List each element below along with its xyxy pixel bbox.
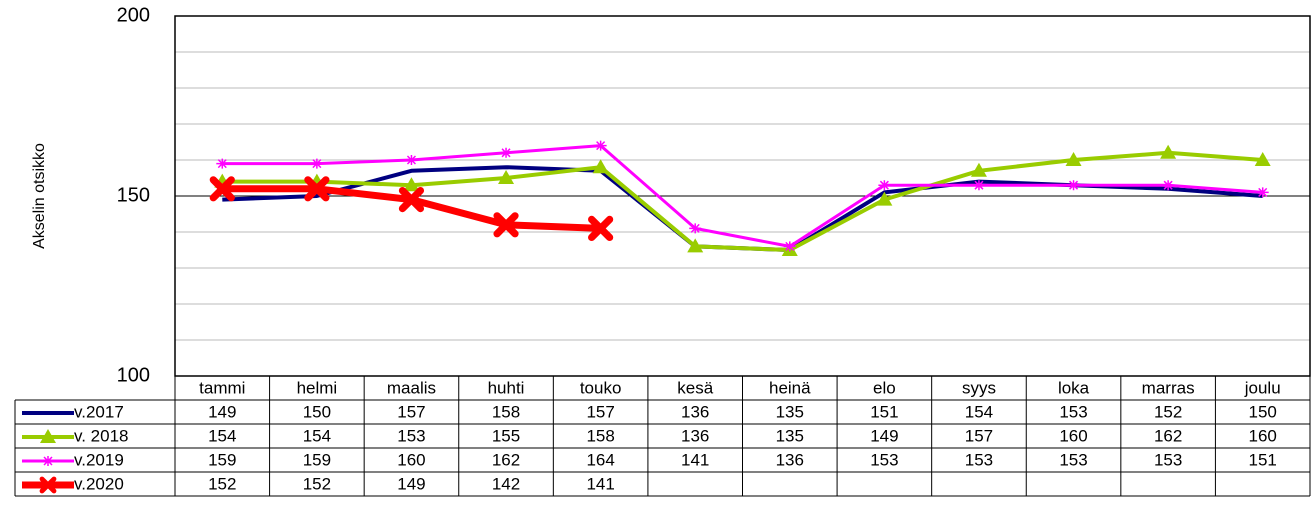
table-value: 160 (397, 450, 425, 469)
table-value: 150 (303, 402, 331, 421)
table-value: 142 (492, 474, 520, 493)
marker (970, 162, 987, 177)
marker (304, 176, 330, 202)
table-value: 141 (586, 474, 614, 493)
table-value: 153 (870, 450, 898, 469)
table-value: 149 (208, 402, 236, 421)
table-value: 153 (397, 426, 425, 445)
y-axis-label: Akselin otsikko (31, 143, 48, 249)
table-value: 150 (1249, 402, 1277, 421)
table-value: 135 (776, 426, 804, 445)
marker (592, 159, 609, 174)
marker (1256, 187, 1269, 198)
marker (493, 212, 519, 238)
marker (209, 176, 235, 202)
marker (876, 191, 893, 206)
x-tick-label: huhti (488, 378, 525, 397)
marker (878, 180, 891, 191)
marker (594, 140, 607, 151)
marker (42, 456, 54, 466)
x-tick-label: kesä (677, 378, 713, 397)
y-tick-label: 100 (117, 364, 150, 386)
marker (498, 170, 515, 184)
table-value: 157 (397, 402, 425, 421)
table-value: 135 (776, 402, 804, 421)
table-value: 155 (492, 426, 520, 445)
table-value: 158 (492, 402, 520, 421)
table-value: 154 (208, 426, 236, 445)
table-value: 152 (1154, 402, 1182, 421)
table-value: 159 (208, 450, 236, 469)
table-value: 151 (870, 402, 898, 421)
marker (1065, 152, 1082, 166)
marker (39, 476, 57, 494)
table-value: 158 (586, 426, 614, 445)
x-tick-label: joulu (1244, 378, 1281, 397)
table-value: 152 (303, 474, 331, 493)
legend-label: v.2017 (74, 402, 124, 421)
table-value: 164 (586, 450, 614, 469)
series-line (222, 144, 1263, 248)
table-value: 154 (303, 426, 331, 445)
table-value: 136 (776, 450, 804, 469)
x-tick-label: heinä (769, 378, 811, 397)
table-value: 154 (965, 402, 993, 421)
marker (40, 429, 56, 443)
marker (1067, 180, 1080, 191)
x-tick-label: tammi (199, 378, 245, 397)
table-value: 152 (208, 474, 236, 493)
table-value: 162 (492, 450, 520, 469)
table-value: 153 (1059, 402, 1087, 421)
x-tick-label: helmi (297, 378, 338, 397)
table-value: 149 (397, 474, 425, 493)
table-value: 153 (1154, 450, 1182, 469)
table-value: 136 (681, 402, 709, 421)
x-tick-label: marras (1142, 378, 1195, 397)
y-tick-label: 200 (117, 4, 150, 26)
table-value: 149 (870, 426, 898, 445)
marker (1160, 144, 1177, 159)
table-value: 160 (1249, 426, 1277, 445)
table-value: 141 (681, 450, 709, 469)
table-value: 153 (1059, 450, 1087, 469)
legend-label: v.2019 (74, 450, 124, 469)
marker (689, 223, 702, 234)
x-tick-label: loka (1058, 378, 1090, 397)
table-value: 160 (1059, 426, 1087, 445)
marker (972, 180, 985, 191)
marker (403, 177, 420, 192)
table-value: 157 (965, 426, 993, 445)
x-tick-label: elo (873, 378, 896, 397)
table-value: 153 (965, 450, 993, 469)
marker (310, 158, 323, 169)
marker (500, 147, 513, 158)
marker (216, 158, 229, 169)
marker (1254, 152, 1271, 166)
marker (687, 238, 704, 253)
x-tick-label: syys (962, 378, 996, 397)
y-tick-label: 150 (117, 184, 150, 206)
table-value: 151 (1249, 450, 1277, 469)
x-tick-label: maalis (387, 378, 436, 397)
marker (398, 187, 425, 213)
series-line (222, 150, 1263, 252)
table-value: 162 (1154, 426, 1182, 445)
marker (588, 215, 614, 241)
x-tick-label: touko (580, 378, 622, 397)
legend-label: v. 2018 (74, 426, 129, 445)
marker (783, 241, 796, 252)
table-value: 159 (303, 450, 331, 469)
legend-label: v.2020 (74, 474, 124, 493)
marker (1162, 180, 1175, 191)
marker (405, 155, 418, 165)
table-value: 136 (681, 426, 709, 445)
table-value: 157 (586, 402, 614, 421)
